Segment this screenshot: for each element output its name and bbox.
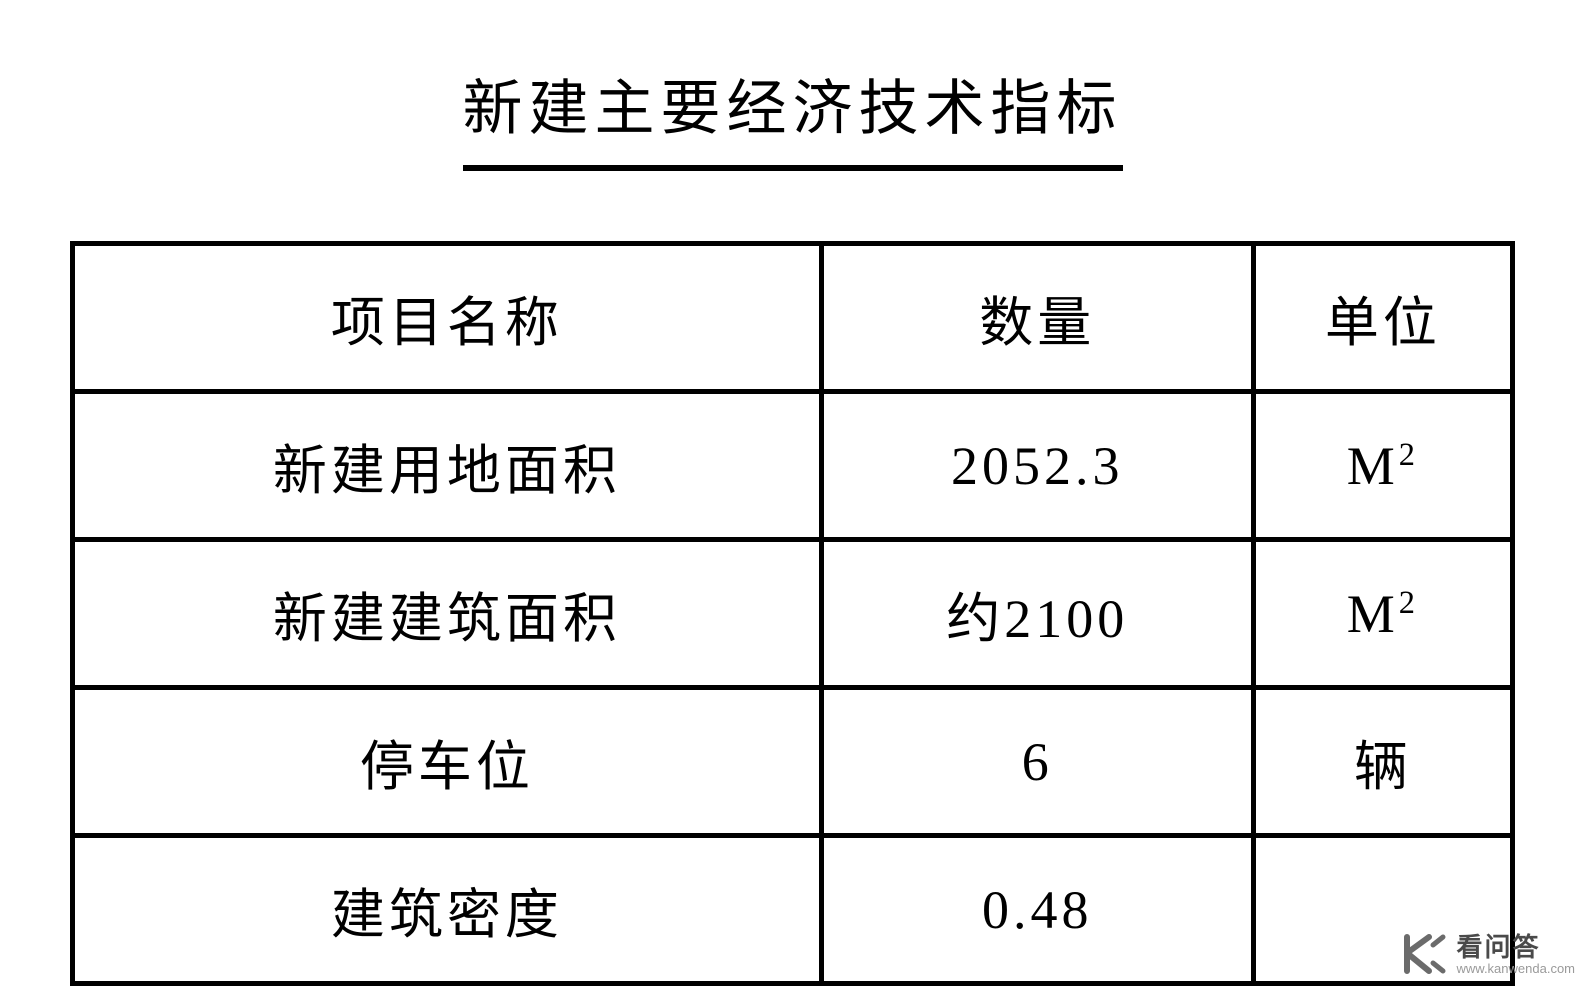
unit-sup: 2: [1399, 437, 1419, 473]
header-qty: 数量: [821, 244, 1253, 392]
watermark: 看问答 www.kanwenda.com: [1395, 927, 1576, 981]
table-row: 建筑密度 0.48: [73, 836, 1513, 984]
table-row: 新建建筑面积 约2100 M2: [73, 540, 1513, 688]
unit-base: M: [1347, 584, 1399, 644]
watermark-cn: 看问答: [1457, 934, 1576, 960]
unit-sup: 2: [1399, 585, 1419, 621]
cell-name: 建筑密度: [73, 836, 822, 984]
table-row: 新建用地面积 2052.3 M2: [73, 392, 1513, 540]
title-wrapper: 新建主要经济技术指标: [70, 60, 1515, 171]
table-row: 停车位 6 辆: [73, 688, 1513, 836]
cell-qty: 0.48: [821, 836, 1253, 984]
indicators-table: 项目名称 数量 单位 新建用地面积 2052.3 M2 新建建筑面积 约2100…: [70, 241, 1515, 986]
page-title: 新建主要经济技术指标: [463, 60, 1123, 171]
cell-unit: M2: [1253, 392, 1512, 540]
header-name: 项目名称: [73, 244, 822, 392]
cell-qty: 2052.3: [821, 392, 1253, 540]
watermark-logo-icon: [1395, 927, 1449, 981]
cell-qty: 约2100: [821, 540, 1253, 688]
page-container: 新建主要经济技术指标 项目名称 数量 单位 新建用地面积 2052.3 M2 新…: [0, 0, 1585, 986]
cell-name: 新建用地面积: [73, 392, 822, 540]
cell-unit: M2: [1253, 540, 1512, 688]
watermark-text: 看问答 www.kanwenda.com: [1457, 934, 1576, 975]
unit-base: M: [1347, 436, 1399, 496]
header-unit: 单位: [1253, 244, 1512, 392]
watermark-url: www.kanwenda.com: [1457, 962, 1576, 975]
cell-unit: 辆: [1253, 688, 1512, 836]
cell-name: 新建建筑面积: [73, 540, 822, 688]
cell-qty: 6: [821, 688, 1253, 836]
unit-base: 辆: [1354, 737, 1412, 797]
table-header-row: 项目名称 数量 单位: [73, 244, 1513, 392]
cell-name: 停车位: [73, 688, 822, 836]
